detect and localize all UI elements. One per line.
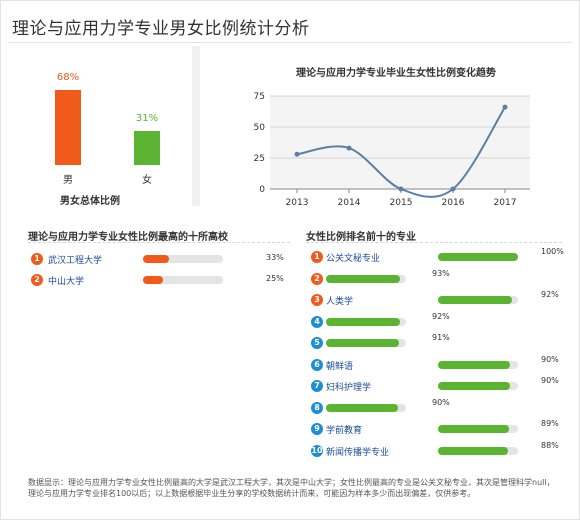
trend-chart-title: 理论与应用力学专业毕业生女性比例变化趋势 xyxy=(296,68,496,79)
list-item-name: 新闻传播学专业 xyxy=(326,447,390,458)
list-item-pct: 88% xyxy=(541,440,559,450)
page-title: 理论与应用力学专业男女比例统计分析 xyxy=(12,19,310,39)
x-tick-label: 2017 xyxy=(494,198,517,208)
rank-badge: 5 xyxy=(311,337,323,349)
trend-point xyxy=(502,104,508,110)
progress-track xyxy=(438,382,518,390)
gender-value-label: 68% xyxy=(56,72,80,84)
list-item-name: 公关文秘专业 xyxy=(326,254,381,264)
rank-badge: 1 xyxy=(311,251,323,263)
y-tick-label: 50 xyxy=(254,123,266,133)
x-tick-label: 2015 xyxy=(390,198,413,208)
progress-track xyxy=(438,425,518,433)
progress-fill xyxy=(326,403,398,412)
plot-area xyxy=(270,96,530,189)
trend-point xyxy=(346,145,352,151)
rank-badge: 9 xyxy=(311,423,323,435)
trend-point xyxy=(450,186,456,192)
list-item-pct: 90% xyxy=(432,397,450,407)
rank-badge: 2 xyxy=(311,272,323,285)
x-tick-label: 2013 xyxy=(286,198,309,208)
progress-fill xyxy=(143,255,170,263)
gender-category-label: 男 xyxy=(63,175,73,186)
progress-track xyxy=(143,255,223,263)
x-tick-label: 2016 xyxy=(442,198,465,208)
progress-fill xyxy=(326,274,401,283)
list-item-pct: 100% xyxy=(541,247,564,256)
footer-note: 数据显示：理论与应用力学专业女性比例最高的大学是武汉工程大学，其次是中山大学；女… xyxy=(28,478,555,498)
list-item-pct: 92% xyxy=(541,290,559,299)
trend-point xyxy=(294,151,300,157)
trend-point xyxy=(398,186,404,192)
schools-divider xyxy=(28,242,290,243)
rank-badge: 8 xyxy=(311,401,323,414)
rank-badge: 7 xyxy=(311,380,323,392)
list-item-pct: 91% xyxy=(432,333,450,342)
progress-track xyxy=(326,339,406,347)
progress-track xyxy=(438,446,518,455)
majors-title: 女性比例排名前十的专业 xyxy=(306,232,416,243)
list-item-pct: 92% xyxy=(432,311,450,321)
list-item-pct: 25% xyxy=(266,274,284,283)
progress-fill xyxy=(143,276,163,284)
progress-fill xyxy=(326,339,399,347)
x-tick-label: 2014 xyxy=(338,198,361,208)
rank-badge: 3 xyxy=(311,294,323,306)
gender-bar-male xyxy=(55,90,81,165)
panel-divider xyxy=(192,46,200,206)
progress-track xyxy=(143,276,223,284)
rank-badge: 2 xyxy=(31,274,43,286)
progress-track xyxy=(438,360,518,369)
y-tick-label: 0 xyxy=(259,185,265,195)
gender-category-label: 女 xyxy=(142,175,152,186)
progress-fill xyxy=(438,360,510,369)
list-item-pct: 33% xyxy=(266,253,284,262)
progress-fill xyxy=(438,446,509,455)
progress-fill xyxy=(438,253,518,261)
list-item-name: 妇科护理学 xyxy=(326,383,372,393)
gender-value-label: 31% xyxy=(135,112,159,124)
list-item-name: 朝鲜语 xyxy=(326,361,354,372)
list-item-name: 人类学 xyxy=(326,297,354,307)
y-tick-label: 75 xyxy=(254,92,265,102)
progress-track xyxy=(326,274,406,283)
list-item-name: 中山大学 xyxy=(48,277,85,287)
progress-fill xyxy=(438,296,512,304)
progress-track xyxy=(438,253,518,261)
list-item-pct: 90% xyxy=(541,376,559,385)
list-item-pct: 93% xyxy=(432,268,450,278)
rank-badge: 4 xyxy=(311,315,323,328)
majors-divider xyxy=(306,242,562,243)
rank-badge: 6 xyxy=(311,358,323,371)
progress-fill xyxy=(438,382,510,390)
schools-title: 理论与应用力学专业女性比例最高的十所高校 xyxy=(28,232,228,243)
rank-badge: 10 xyxy=(311,444,323,457)
y-tick-label: 25 xyxy=(254,154,265,164)
list-item-pct: 89% xyxy=(541,419,559,428)
progress-track xyxy=(326,317,406,326)
progress-track xyxy=(438,296,518,304)
list-item-pct: 90% xyxy=(541,354,559,364)
progress-fill xyxy=(438,425,510,433)
gender-bar-female xyxy=(134,130,160,165)
gender-chart-title: 男女总体比例 xyxy=(60,196,120,207)
list-item-name: 武汉工程大学 xyxy=(48,256,103,266)
trend-line-chart: 0 25 50 75 2013 2014 2015 2016 2017 xyxy=(254,92,530,208)
progress-fill xyxy=(326,317,400,326)
list-item-name: 学前教育 xyxy=(326,426,363,436)
title-divider xyxy=(8,42,572,43)
rank-badge: 1 xyxy=(31,253,43,265)
progress-track xyxy=(326,403,406,412)
